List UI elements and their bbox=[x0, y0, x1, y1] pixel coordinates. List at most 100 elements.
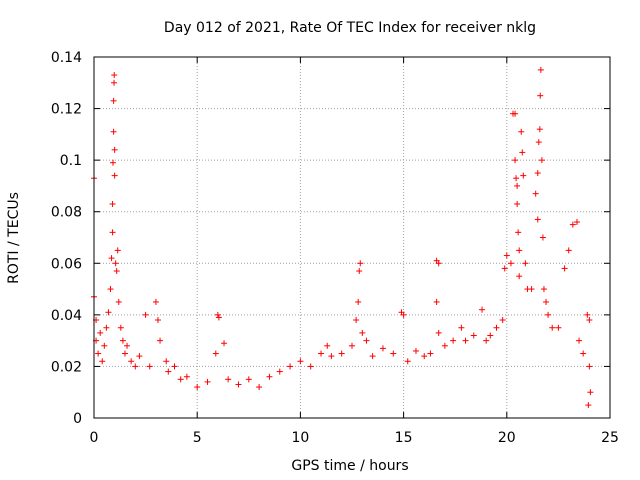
data-point bbox=[99, 358, 106, 365]
data-point bbox=[146, 363, 153, 370]
data-point bbox=[324, 342, 331, 349]
data-point bbox=[111, 72, 118, 79]
data-point bbox=[516, 247, 523, 254]
data-point bbox=[204, 378, 211, 385]
data-point bbox=[421, 353, 428, 360]
data-point bbox=[462, 337, 469, 344]
data-point bbox=[110, 128, 117, 135]
data-point bbox=[549, 324, 556, 331]
data-point bbox=[109, 200, 116, 207]
data-point bbox=[569, 221, 576, 228]
data-point bbox=[532, 190, 539, 197]
data-point bbox=[338, 350, 345, 357]
data-point bbox=[101, 342, 108, 349]
data-point bbox=[587, 389, 594, 396]
data-point bbox=[433, 298, 440, 305]
data-point bbox=[537, 92, 544, 99]
data-point bbox=[235, 381, 242, 388]
data-point bbox=[536, 126, 543, 133]
data-point bbox=[276, 368, 283, 375]
data-point bbox=[501, 265, 508, 272]
data-point bbox=[514, 200, 521, 207]
data-point bbox=[318, 350, 325, 357]
data-point bbox=[458, 324, 465, 331]
data-point bbox=[109, 159, 116, 166]
data-point bbox=[586, 317, 593, 324]
data-point bbox=[103, 324, 110, 331]
data-point bbox=[390, 350, 397, 357]
data-point bbox=[114, 247, 121, 254]
data-point bbox=[117, 324, 124, 331]
data-point bbox=[580, 350, 587, 357]
data-point bbox=[516, 273, 523, 280]
data-point bbox=[154, 317, 161, 324]
data-point bbox=[535, 139, 542, 146]
data-point bbox=[514, 182, 521, 189]
y-tick-label: 0.08 bbox=[51, 205, 82, 221]
data-point bbox=[534, 216, 541, 223]
data-point bbox=[513, 175, 520, 182]
data-point bbox=[543, 298, 550, 305]
x-tick-label: 25 bbox=[601, 430, 619, 446]
data-point bbox=[515, 229, 522, 236]
data-point bbox=[355, 298, 362, 305]
data-point bbox=[545, 311, 552, 318]
y-tick-label: 0.12 bbox=[51, 102, 82, 118]
y-tick-label: 0.06 bbox=[51, 256, 82, 272]
y-tick-label: 0 bbox=[73, 411, 82, 427]
data-point bbox=[534, 170, 541, 177]
data-point bbox=[357, 260, 364, 267]
data-point bbox=[435, 329, 442, 336]
y-axis-ticks: 0 0.02 0.04 0.06 0.08 0.1 0.12 0.14 bbox=[51, 50, 610, 427]
data-point bbox=[142, 311, 149, 318]
data-point bbox=[585, 402, 592, 409]
plot-frame bbox=[93, 56, 611, 419]
data-point bbox=[576, 337, 583, 344]
data-point bbox=[215, 314, 222, 321]
data-point bbox=[171, 363, 178, 370]
data-point bbox=[214, 311, 221, 318]
x-tick-label: 15 bbox=[395, 430, 413, 446]
data-point bbox=[287, 363, 294, 370]
data-point bbox=[245, 376, 252, 383]
data-point bbox=[507, 260, 514, 267]
data-point bbox=[112, 260, 119, 267]
data-point bbox=[519, 149, 526, 156]
data-point bbox=[483, 337, 490, 344]
y-tick-label: 0.04 bbox=[51, 308, 82, 324]
data-point bbox=[363, 337, 370, 344]
y-axis-label: ROTI / TECUs bbox=[6, 192, 22, 284]
data-point bbox=[111, 146, 118, 153]
data-point bbox=[400, 311, 407, 318]
x-tick-label: 5 bbox=[193, 430, 202, 446]
data-point bbox=[107, 286, 114, 293]
data-point bbox=[266, 373, 273, 380]
data-point bbox=[555, 324, 562, 331]
data-point bbox=[225, 376, 232, 383]
data-point bbox=[441, 342, 448, 349]
data-point bbox=[561, 265, 568, 272]
x-tick-label: 0 bbox=[90, 430, 99, 446]
data-point bbox=[132, 363, 139, 370]
data-point bbox=[111, 79, 118, 86]
data-point bbox=[152, 298, 159, 305]
data-point bbox=[540, 286, 547, 293]
data-point bbox=[522, 260, 529, 267]
data-point bbox=[109, 229, 116, 236]
data-point bbox=[369, 353, 376, 360]
data-point bbox=[128, 358, 135, 365]
grid bbox=[94, 57, 610, 418]
data-point bbox=[221, 340, 228, 347]
data-point bbox=[353, 317, 360, 324]
data-point bbox=[512, 157, 519, 164]
data-point bbox=[573, 219, 580, 226]
data-point bbox=[177, 376, 184, 383]
data-point bbox=[528, 286, 535, 293]
data-point bbox=[404, 358, 411, 365]
data-point bbox=[111, 172, 118, 179]
data-point bbox=[359, 329, 366, 336]
data-point bbox=[435, 260, 442, 267]
data-point bbox=[297, 358, 304, 365]
data-point bbox=[136, 353, 143, 360]
data-point bbox=[95, 350, 102, 357]
